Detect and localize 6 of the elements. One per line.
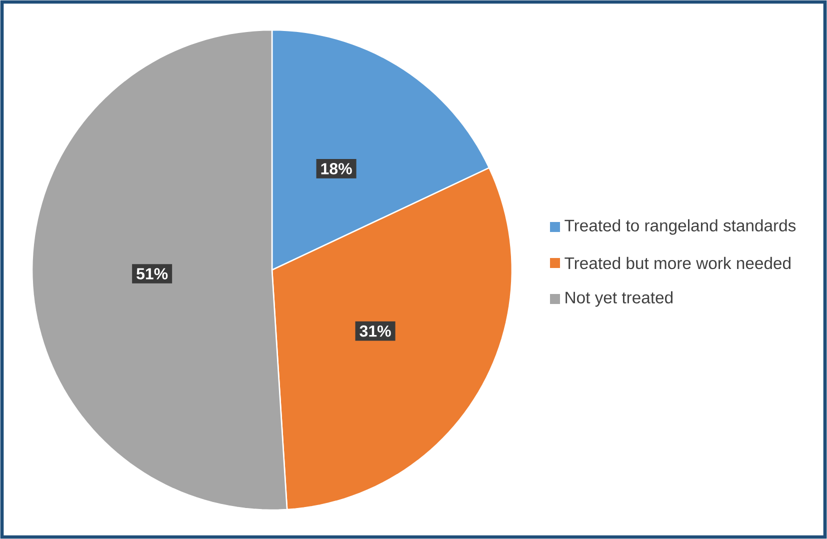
legend-label: Not yet treated [566,291,673,307]
legend-label: Treated but more work needed [564,256,790,270]
data-label: 51% [136,268,168,280]
legend-label: Treated to rangeland standards [564,219,796,235]
data-label: 18% [321,163,352,174]
data-label: 31% [360,325,391,337]
